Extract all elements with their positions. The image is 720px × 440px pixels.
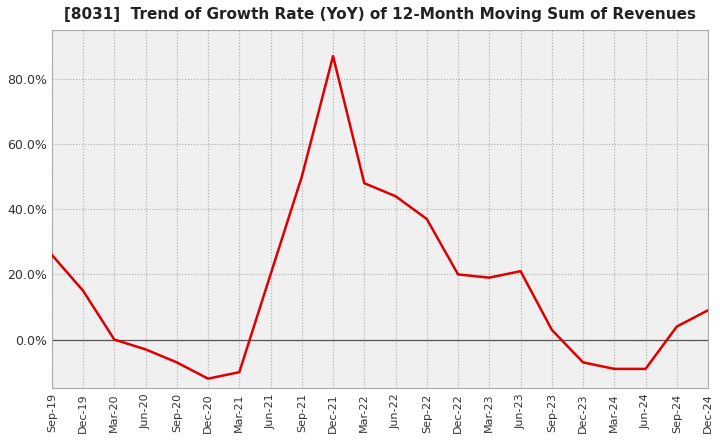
- Title: [8031]  Trend of Growth Rate (YoY) of 12-Month Moving Sum of Revenues: [8031] Trend of Growth Rate (YoY) of 12-…: [64, 7, 696, 22]
